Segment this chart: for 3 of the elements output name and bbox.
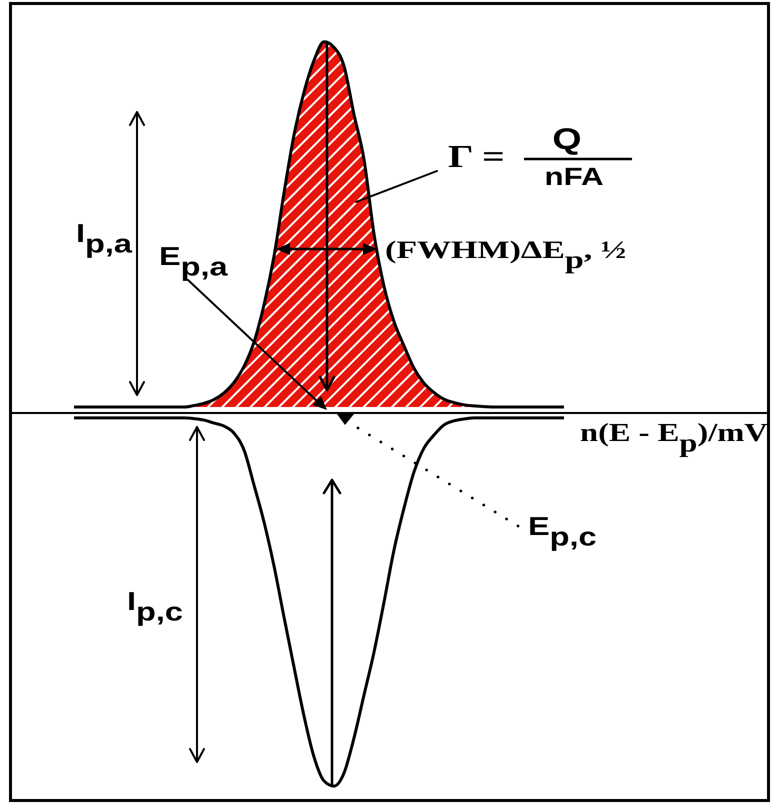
annotation: nFA: [544, 162, 604, 190]
annotation: Γ =: [448, 138, 505, 174]
annotation: Q: [552, 122, 582, 156]
